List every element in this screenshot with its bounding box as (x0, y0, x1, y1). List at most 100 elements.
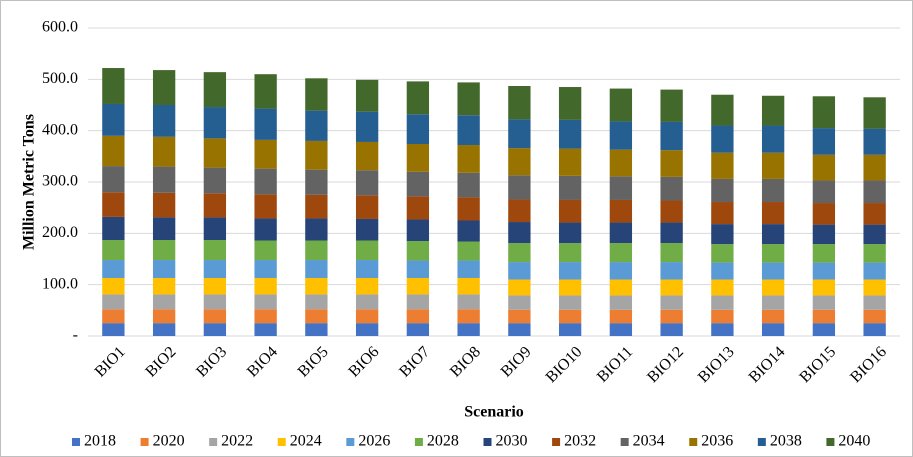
bar-segment (355, 170, 379, 196)
bar-segment (254, 323, 277, 336)
bar-segment (609, 243, 633, 263)
bar-segment (761, 244, 785, 263)
bar-segment (508, 243, 531, 263)
bar-segment (508, 309, 531, 324)
bar-segment (203, 72, 227, 108)
bar-segment (102, 294, 125, 310)
bar-segment (305, 194, 328, 219)
bar-segment (152, 260, 176, 278)
bar-segment (812, 279, 836, 296)
legend-swatch (552, 438, 561, 446)
bar-segment (203, 240, 227, 261)
y-tick-label: 300.0 (42, 173, 78, 190)
bar-segment (355, 111, 379, 142)
bar-segment (203, 323, 227, 336)
bar-segment (254, 277, 277, 295)
y-tick-label: 600.0 (42, 19, 78, 36)
legend-label: 2030 (496, 433, 528, 450)
bar-segment (558, 262, 582, 280)
bar-segment (152, 294, 176, 310)
legend-swatch (72, 438, 80, 446)
bar-segment (609, 262, 633, 280)
bar-segment (609, 176, 633, 200)
bar-segment (152, 192, 176, 218)
bar-segment (711, 202, 734, 225)
bar-segment (660, 309, 683, 324)
bar-segment (457, 220, 480, 242)
bar-segment (812, 224, 836, 245)
bar-segment (102, 192, 125, 217)
legend-swatch (277, 438, 286, 446)
bar-segment (457, 172, 480, 198)
legend-swatch (689, 438, 698, 446)
bar-segment (660, 200, 683, 223)
bar-segment (355, 141, 379, 171)
bar-segment (457, 241, 480, 261)
bar-segment (508, 295, 531, 310)
bar-segment (761, 202, 785, 225)
bar-segment (102, 323, 125, 336)
bar-segment (355, 218, 379, 241)
bar-segment (457, 277, 480, 295)
bar-segment (508, 119, 531, 149)
bar-segment (152, 136, 176, 167)
bar-segment (355, 309, 379, 324)
bar-segment (609, 295, 633, 310)
bar-segment (152, 70, 176, 105)
bar-segment (863, 309, 886, 324)
bar-segment (711, 94, 734, 126)
legend-swatch (757, 438, 766, 446)
bar-segment (609, 149, 633, 177)
bar-segment (102, 260, 125, 278)
legend-swatch (483, 438, 492, 446)
bar-segment (254, 240, 277, 261)
bar-segment (609, 279, 633, 296)
bar-segment (761, 295, 785, 310)
bar-segment (406, 114, 430, 145)
bar-segment (660, 222, 683, 244)
legend-label: 2024 (290, 433, 322, 450)
bar-segment (254, 74, 277, 109)
bar-segment (203, 167, 227, 194)
bar-segment (558, 279, 582, 296)
bar-segment (863, 323, 886, 336)
bar-segment (812, 262, 836, 280)
bar-segment (558, 295, 582, 310)
bar-segment (660, 243, 683, 263)
bar-segment (406, 219, 430, 242)
bar-segment (355, 195, 379, 219)
bar-segment (102, 309, 125, 324)
bar-segment (203, 217, 227, 241)
bar-segment (406, 81, 430, 115)
bar-segment (761, 279, 785, 296)
bar-segment (761, 178, 785, 203)
bar-segment (203, 294, 227, 310)
bar-segment (457, 82, 480, 116)
bar-segment (711, 244, 734, 263)
bar-segment (203, 260, 227, 278)
bar-segment (152, 217, 176, 241)
bar-segment (355, 277, 379, 295)
bar-segment (660, 295, 683, 310)
bar-segment (558, 148, 582, 176)
bar-segment (102, 240, 125, 261)
legend-swatch (620, 438, 629, 446)
legend-label: 2022 (221, 433, 253, 450)
bar-segment (254, 294, 277, 310)
bar-segment (812, 203, 836, 225)
bar-segment (203, 193, 227, 218)
bar-segment (305, 169, 328, 195)
bar-segment (761, 95, 785, 126)
legend-swatch (826, 438, 835, 446)
bar-segment (812, 309, 836, 324)
bar-segment (102, 277, 125, 295)
bar-segment (457, 115, 480, 146)
bar-segment (761, 262, 785, 280)
bar-segment (812, 96, 836, 129)
bar-segment (305, 277, 328, 295)
bar-segment (812, 154, 836, 181)
bar-segment (558, 309, 582, 324)
bar-segment (152, 240, 176, 261)
bar-segment (711, 279, 734, 296)
